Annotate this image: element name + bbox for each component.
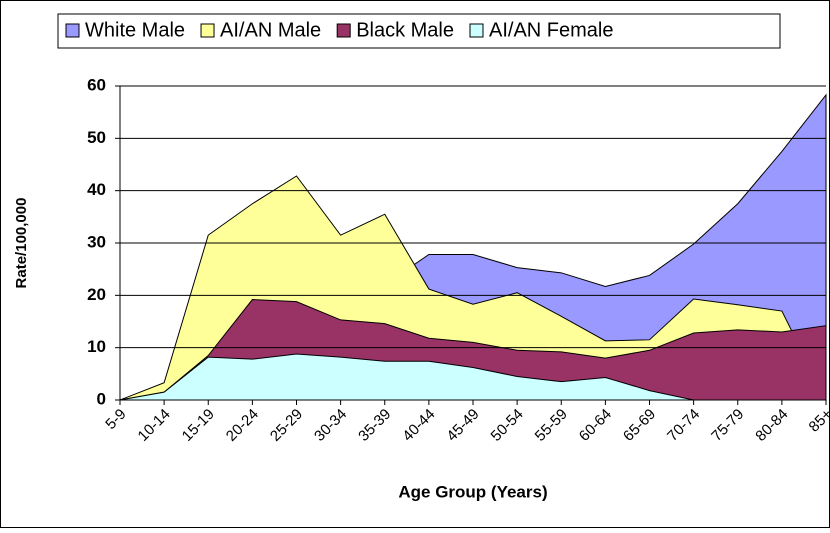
legend-frame [57,13,781,49]
y-tick-label: 40 [87,180,106,199]
y-tick-label: 0 [97,389,106,408]
legend: White Male AI/AN Male Black Male AI/AN Fema… [57,13,781,49]
y-axis-title: Rate/100,000 [13,198,30,289]
legend-swatch [469,23,484,38]
legend-swatch [65,23,80,38]
x-axis-title: Age Group (Years) [398,482,547,501]
legend-label: AI/AN Male [220,19,321,41]
y-tick-label: 50 [87,128,106,147]
legend-label: AI/AN Female [489,19,613,41]
y-tick-label: 30 [87,232,106,251]
legend-label: White Male [85,19,185,41]
legend-label: Black Male [356,19,454,41]
legend-swatch [336,23,351,38]
y-tick-label: 60 [87,75,106,94]
legend-swatch [200,23,215,38]
y-tick-label: 10 [87,337,106,356]
y-tick-label: 20 [87,285,106,304]
